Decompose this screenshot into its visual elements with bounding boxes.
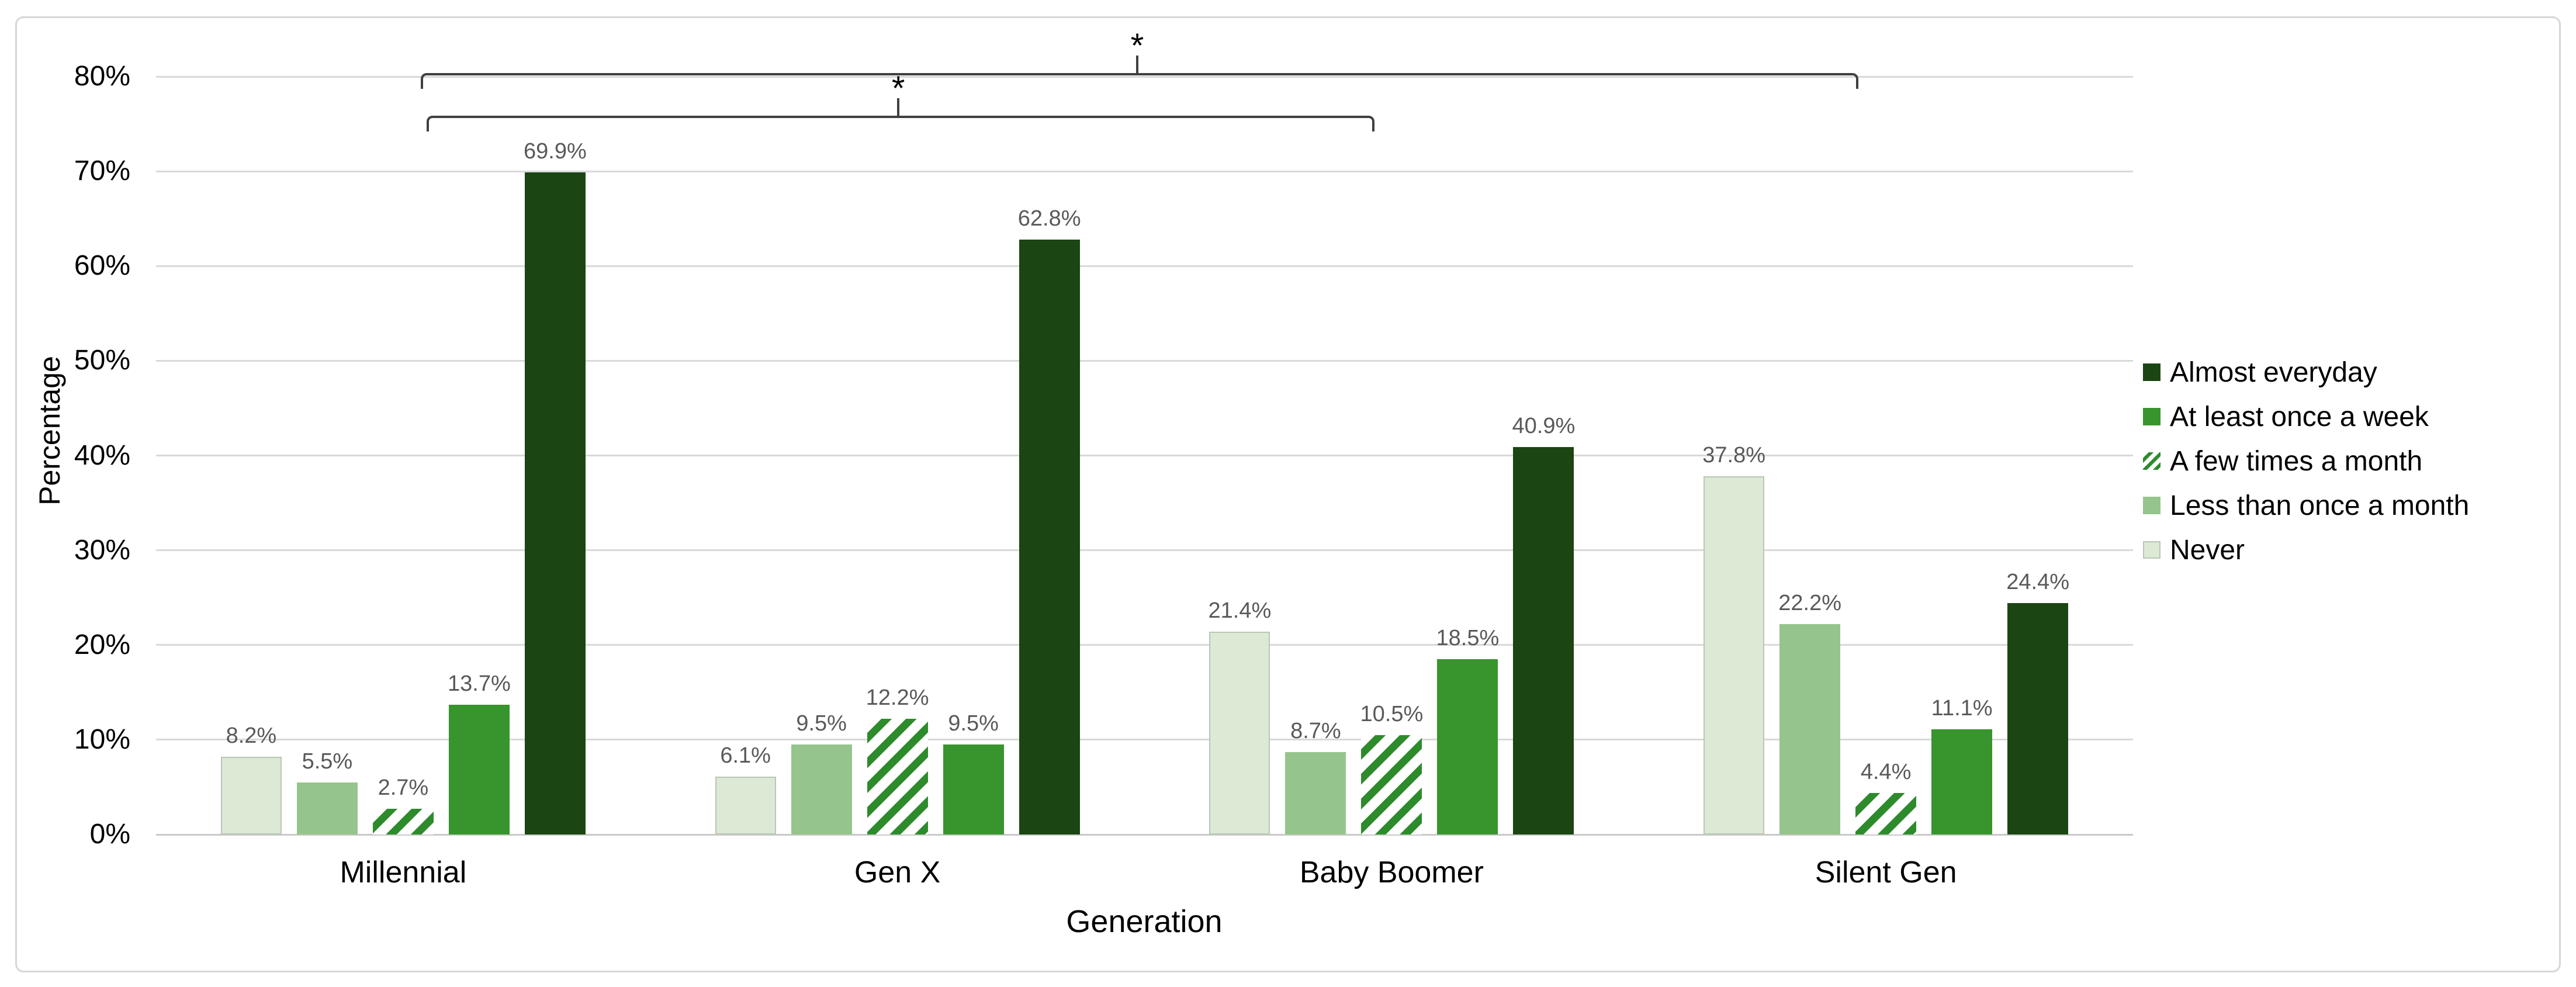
gridline [156,359,2133,362]
bar-almost-everyday-baby-boomer [1513,446,1574,834]
x-axis-category-label: Millennial [340,856,467,889]
legend-item-at-least-once-a-week[interactable]: At least once a week [2143,394,2429,439]
significance-bracket [426,116,1375,131]
x-axis-category-label: Silent Gen [1815,856,1957,889]
bar-less-than-once-a-month-millennial [296,782,358,834]
bar-at-least-once-a-week-millennial [448,704,510,834]
bar-never-millennial [220,757,282,834]
bar-less-than-once-a-month-gen-x [791,744,852,834]
bar-value-label: 4.4% [1860,759,1912,784]
significance-asterisk: * [1130,27,1144,65]
legend-label: Almost everyday [2170,356,2377,388]
bar-almost-everyday-millennial [524,172,586,834]
legend-label: Less than once a month [2170,490,2470,521]
y-axis-tick-label: 30% [74,534,130,566]
bar-a-few-times-a-month-gen-x [867,719,928,834]
legend-swatch-a-few-times-a-month [2143,452,2160,470]
bar-never-silent-gen [1704,476,1765,834]
legend-swatch-at-least-once-a-week [2143,408,2160,425]
bar-value-label: 5.5% [302,749,353,774]
bar-at-least-once-a-week-baby-boomer [1437,659,1498,834]
y-axis-tick-label: 10% [74,723,130,755]
legend-swatch-less-than-once-a-month [2143,497,2160,514]
bar-value-label: 13.7% [448,671,511,696]
gridline [156,170,2133,172]
bar-value-label: 37.8% [1702,443,1765,468]
y-axis-tick-label: 20% [74,629,130,660]
bar-less-than-once-a-month-baby-boomer [1285,751,1346,834]
bar-value-label: 8.2% [226,723,277,749]
y-axis-tick-label: 0% [89,819,130,850]
gridline [156,739,2133,741]
gridline [156,265,2133,267]
y-axis-tick-label: 50% [74,345,130,376]
bar-value-label: 18.5% [1436,626,1500,651]
legend-item-almost-everyday[interactable]: Almost everyday [2143,350,2377,394]
y-axis-title: Percentage [33,356,66,505]
gridline [156,455,2133,456]
legend-item-less-than-once-a-month[interactable]: Less than once a month [2143,483,2469,528]
x-axis-category-label: Baby Boomer [1299,856,1484,889]
gridline [156,644,2133,646]
significance-asterisk: * [891,70,905,108]
legend-swatch-never [2143,541,2160,559]
y-axis-tick-label: 70% [74,155,130,187]
bar-value-label: 40.9% [1512,413,1576,438]
y-axis-tick-label: 80% [74,61,130,92]
bar-value-label: 21.4% [1208,598,1272,624]
legend-label: A few times a month [2170,445,2423,477]
bracket-center-tick [1136,56,1138,73]
y-axis-tick-label: 40% [74,439,130,471]
legend-item-a-few-times-a-month[interactable]: A few times a month [2143,439,2422,483]
bar-at-least-once-a-week-gen-x [943,744,1004,834]
bar-never-gen-x [715,777,776,834]
legend-label: Never [2170,534,2245,566]
gridline [156,75,2133,78]
y-axis-tick-label: 60% [74,250,130,282]
bar-value-label: 10.5% [1360,701,1424,726]
bar-value-label: 69.9% [524,138,587,164]
legend-item-never[interactable]: Never [2143,528,2245,572]
bar-almost-everyday-silent-gen [2007,603,2069,834]
bar-value-label: 62.8% [1017,206,1081,231]
bar-value-label: 9.5% [948,711,999,736]
bar-less-than-once-a-month-silent-gen [1779,624,1841,834]
bar-at-least-once-a-week-silent-gen [1931,729,1993,834]
x-axis-title: Generation [1066,904,1223,939]
bar-never-baby-boomer [1209,632,1270,834]
legend-label: At least once a week [2170,401,2429,432]
bar-value-label: 22.2% [1778,591,1841,616]
bar-value-label: 2.7% [378,775,429,801]
bar-almost-everyday-gen-x [1019,239,1080,834]
bar-value-label: 9.5% [796,711,847,736]
legend-swatch-almost-everyday [2143,363,2160,381]
bar-value-label: 24.4% [2006,570,2069,595]
x-axis-line [156,833,2133,836]
bar-a-few-times-a-month-silent-gen [1855,792,1917,834]
bar-value-label: 11.1% [1931,696,1993,721]
significance-bracket [420,73,1859,89]
bar-value-label: 12.2% [865,685,929,711]
bar-value-label: 8.7% [1290,718,1341,743]
gridline [156,549,2133,552]
x-axis-category-label: Gen X [854,856,941,889]
bar-a-few-times-a-month-baby-boomer [1361,735,1422,834]
bar-value-label: 6.1% [720,743,771,768]
bar-a-few-times-a-month-millennial [372,809,434,834]
bracket-center-tick [897,98,900,116]
